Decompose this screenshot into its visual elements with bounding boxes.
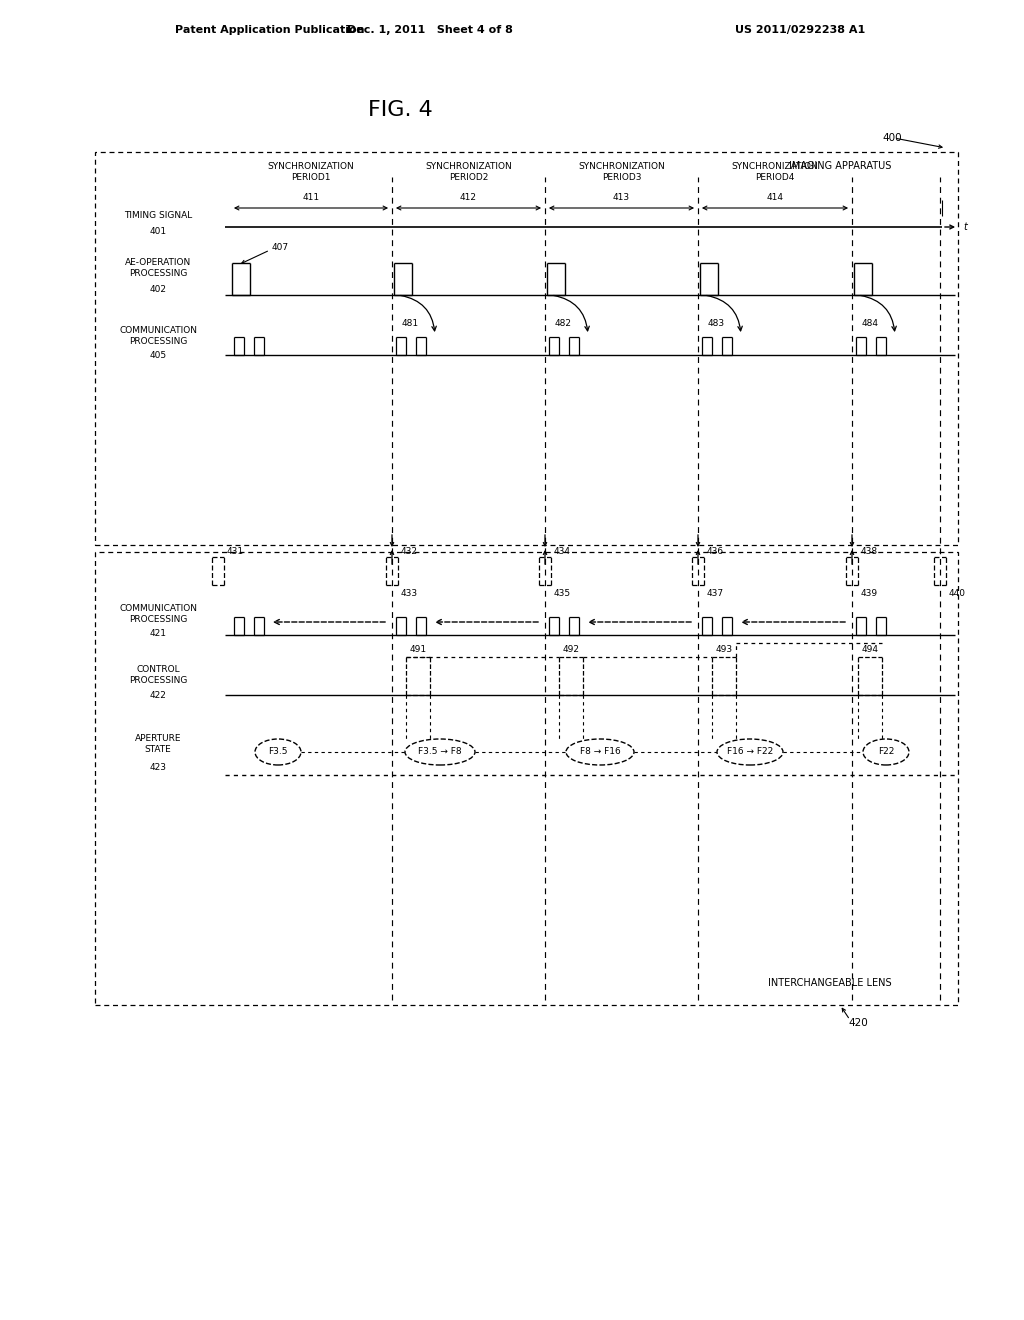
Text: 420: 420 (848, 1018, 868, 1028)
Text: INTERCHANGEABLE LENS: INTERCHANGEABLE LENS (768, 978, 892, 987)
Text: 439: 439 (861, 589, 879, 598)
Text: IMAGING APPARATUS: IMAGING APPARATUS (788, 161, 891, 172)
Text: 432: 432 (401, 548, 418, 557)
Text: 421: 421 (150, 630, 167, 639)
Text: Dec. 1, 2011   Sheet 4 of 8: Dec. 1, 2011 Sheet 4 of 8 (347, 25, 513, 36)
Text: 494: 494 (861, 644, 879, 653)
Text: 433: 433 (401, 589, 418, 598)
Text: 493: 493 (716, 644, 732, 653)
Text: 402: 402 (150, 285, 167, 293)
Text: FIG. 4: FIG. 4 (368, 100, 432, 120)
Text: CONTROL
PROCESSING: CONTROL PROCESSING (129, 665, 187, 685)
Text: F16 → F22: F16 → F22 (727, 747, 773, 756)
Text: SYNCHRONIZATION
PERIOD2: SYNCHRONIZATION PERIOD2 (425, 162, 512, 182)
Text: F3.5 → F8: F3.5 → F8 (418, 747, 462, 756)
Text: 414: 414 (767, 194, 783, 202)
Text: 436: 436 (707, 548, 724, 557)
Text: US 2011/0292238 A1: US 2011/0292238 A1 (735, 25, 865, 36)
Text: 423: 423 (150, 763, 167, 772)
Text: AE-OPERATION
PROCESSING: AE-OPERATION PROCESSING (125, 259, 191, 277)
Text: Patent Application Publication: Patent Application Publication (175, 25, 365, 36)
Text: 437: 437 (707, 589, 724, 598)
Text: 491: 491 (410, 644, 427, 653)
Ellipse shape (717, 739, 783, 766)
Ellipse shape (406, 739, 475, 766)
Text: F22: F22 (878, 747, 894, 756)
Text: 438: 438 (861, 548, 879, 557)
Text: 405: 405 (150, 351, 167, 360)
Text: SYNCHRONIZATION
PERIOD3: SYNCHRONIZATION PERIOD3 (579, 162, 665, 182)
Bar (95, 152, 958, 545)
Text: 434: 434 (554, 548, 571, 557)
Text: 492: 492 (562, 644, 580, 653)
Text: 481: 481 (402, 318, 419, 327)
Text: 435: 435 (554, 589, 571, 598)
Text: 440: 440 (949, 589, 966, 598)
Text: 482: 482 (555, 318, 572, 327)
Ellipse shape (566, 739, 634, 766)
Text: SYNCHRONIZATION
PERIOD1: SYNCHRONIZATION PERIOD1 (267, 162, 354, 182)
Text: 400: 400 (882, 133, 901, 143)
Text: 483: 483 (708, 318, 725, 327)
Text: t: t (963, 222, 967, 232)
Text: 484: 484 (862, 318, 879, 327)
Text: APERTURE
STATE: APERTURE STATE (135, 734, 181, 754)
Text: TIMING SIGNAL: TIMING SIGNAL (124, 210, 193, 219)
Ellipse shape (255, 739, 301, 766)
Ellipse shape (863, 739, 909, 766)
Text: 401: 401 (150, 227, 167, 235)
Text: 411: 411 (302, 194, 319, 202)
Text: SYNCHRONIZATION
PERIOD4: SYNCHRONIZATION PERIOD4 (731, 162, 818, 182)
Bar (95, 552, 958, 1005)
Text: F3.5: F3.5 (268, 747, 288, 756)
Text: 407: 407 (272, 243, 289, 252)
Text: COMMUNICATION
PROCESSING: COMMUNICATION PROCESSING (119, 326, 197, 346)
Text: COMMUNICATION
PROCESSING: COMMUNICATION PROCESSING (119, 605, 197, 624)
Text: F8 → F16: F8 → F16 (580, 747, 621, 756)
Text: 431: 431 (227, 548, 244, 557)
Text: 413: 413 (613, 194, 630, 202)
Text: 422: 422 (150, 690, 167, 700)
Text: 412: 412 (460, 194, 477, 202)
